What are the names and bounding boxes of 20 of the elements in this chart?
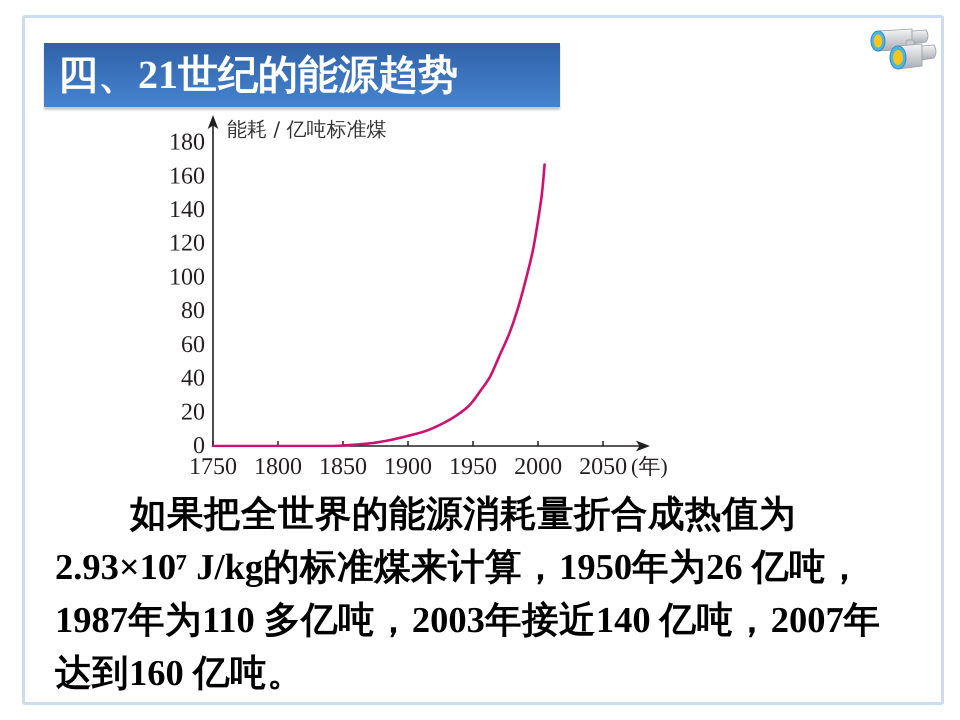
- x-tick-label: 2050: [579, 454, 628, 480]
- line-series: [212, 163, 546, 448]
- y-tick-label: 160: [169, 163, 205, 190]
- text: 如果把全世界的能源消耗量折合成热值为2.93×10⁷ J/kg的标准煤来计算，1950年为26 亿吨，1987年为110 多亿吨，2003年接近140 亿吨，2007年达到160 亿吨。: [55, 492, 882, 695]
- x-tick-label: 1900: [384, 454, 432, 480]
- y-tick-label: 180: [169, 130, 205, 156]
- y-tick-label: 140: [169, 197, 205, 224]
- x-tick-label: 1800: [254, 454, 302, 480]
- x-tick-label: 1950: [449, 454, 498, 480]
- y-tick-label: 100: [169, 264, 205, 290]
- y-tick-label: 20: [181, 399, 205, 426]
- x-axis-title: (年): [630, 454, 668, 478]
- y-tick-label: 40: [181, 366, 205, 392]
- y-tick-label: 120: [169, 230, 205, 257]
- y-tick-label: 60: [181, 332, 205, 358]
- x-tick-label: 1850: [319, 454, 368, 480]
- x-tick-label: 2000: [514, 454, 562, 480]
- y-axis-title: 能耗 / 亿吨标准煤: [227, 117, 386, 141]
- chart-title: 四、21世纪的能源趋势: [58, 51, 458, 99]
- y-tick-label: 80: [181, 298, 205, 324]
